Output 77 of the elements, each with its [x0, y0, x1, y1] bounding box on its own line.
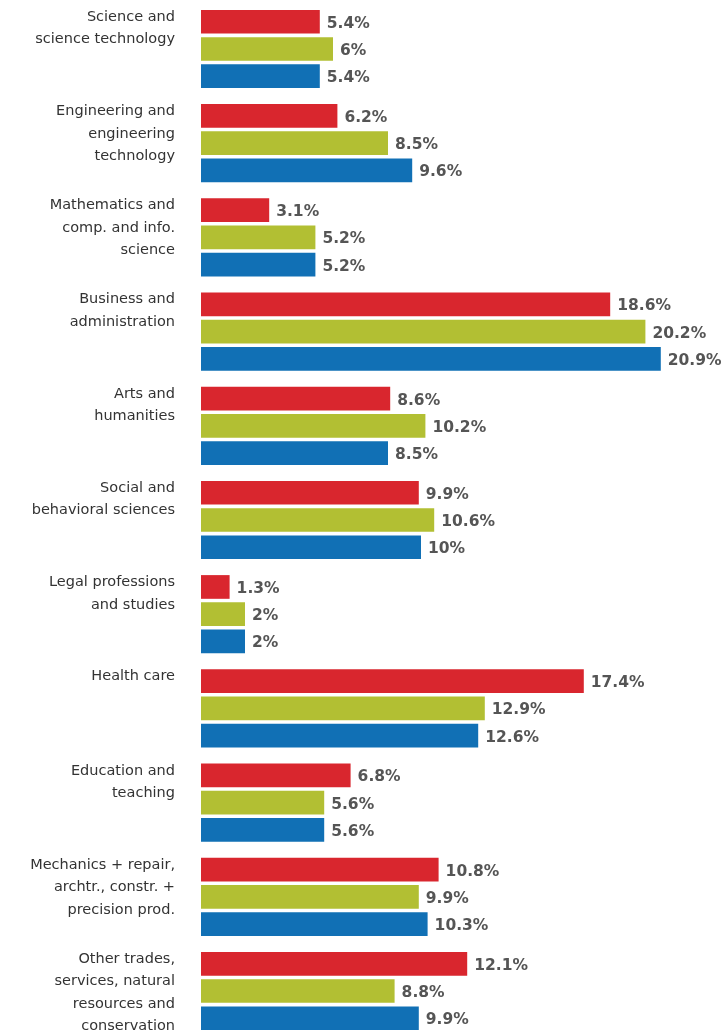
data-label: 6.8%: [357, 767, 402, 786]
y-tick-label: Legal professions and studies: [49, 573, 175, 612]
y-tick-label: Engineering and engineering technology: [56, 102, 176, 164]
data-label: 10.8%: [445, 861, 500, 880]
data-label: 5.2%: [322, 229, 366, 248]
y-tick-label: Other trades, services, natural resources and conservation: [54, 949, 175, 1034]
bar: [201, 979, 395, 1003]
bar: [201, 1006, 419, 1031]
data-label: 8.8%: [401, 983, 446, 1002]
bar: [201, 252, 316, 277]
bar: [201, 790, 325, 815]
data-label: 17.4%: [590, 673, 646, 692]
data-label: 10.2%: [432, 417, 487, 436]
bar: [201, 763, 351, 788]
data-label: 8.5%: [395, 135, 439, 154]
bar: [201, 104, 338, 128]
bar: [201, 575, 230, 599]
bar: [201, 386, 391, 411]
bar: [201, 723, 479, 748]
data-label: 9.6%: [419, 162, 463, 181]
data-label: 5.4%: [326, 13, 371, 32]
bar: [201, 696, 485, 721]
bar: [201, 9, 320, 34]
data-label: 8.5%: [395, 445, 439, 464]
data-label: 8.6%: [397, 390, 441, 409]
data-label: 6.2%: [344, 107, 388, 126]
data-label: 20.9%: [667, 350, 723, 369]
data-label: 6%: [340, 40, 367, 59]
bar: [201, 225, 316, 250]
data-label: 5.4%: [326, 68, 371, 87]
data-label: 20.2%: [652, 323, 707, 342]
data-label: 1.3%: [236, 578, 281, 597]
bar: [201, 818, 325, 842]
bar: [201, 413, 426, 438]
y-tick-label: Social and behavioral sciences: [31, 478, 175, 518]
bar: [201, 602, 245, 627]
bar: [201, 535, 421, 560]
y-tick-label: Business and administration: [69, 290, 175, 329]
bar: [201, 951, 468, 976]
y-tick-label: Science and science technology: [35, 7, 176, 47]
data-label: 9.9%: [425, 1010, 470, 1029]
bar: [201, 884, 419, 909]
bar: [201, 131, 388, 156]
y-tick-label: Mechanics + repair, archtr., constr. + precision prod.: [30, 855, 175, 917]
data-label: 9.9%: [425, 888, 470, 907]
bar: [201, 857, 439, 882]
y-tick-label: Health care: [91, 667, 176, 684]
data-label: 5.2%: [322, 256, 366, 275]
data-label: 2%: [252, 606, 279, 625]
data-label: 12.6%: [485, 727, 540, 746]
bar: [201, 480, 419, 505]
bar: [201, 319, 646, 344]
y-tick-label: Mathematics and comp. and info. science: [49, 196, 176, 258]
bar: [201, 346, 661, 371]
bar: [201, 441, 388, 465]
bar: [201, 629, 245, 654]
bar: [201, 669, 584, 694]
y-tick-label: Education and teaching: [70, 761, 175, 801]
data-label: 18.6%: [617, 296, 672, 315]
data-label: 3.1%: [276, 202, 320, 221]
data-label: 9.9%: [425, 484, 470, 503]
bar: [201, 37, 333, 61]
data-label: 10.6%: [441, 512, 496, 530]
bar: [201, 158, 413, 183]
bar: [201, 912, 428, 936]
y-tick-label: Arts and humanities: [94, 384, 175, 424]
data-label: 2%: [252, 633, 279, 652]
bar: [201, 292, 611, 317]
data-label: 5.6%: [331, 821, 375, 840]
bar: [201, 508, 435, 532]
data-label: 12.9%: [491, 700, 547, 719]
bar: [201, 198, 270, 222]
data-label: 5.6%: [331, 794, 375, 813]
bar: [201, 64, 320, 89]
data-label: 12.1%: [474, 955, 529, 974]
data-label: 10%: [428, 539, 466, 558]
data-label: 10.3%: [434, 916, 489, 935]
